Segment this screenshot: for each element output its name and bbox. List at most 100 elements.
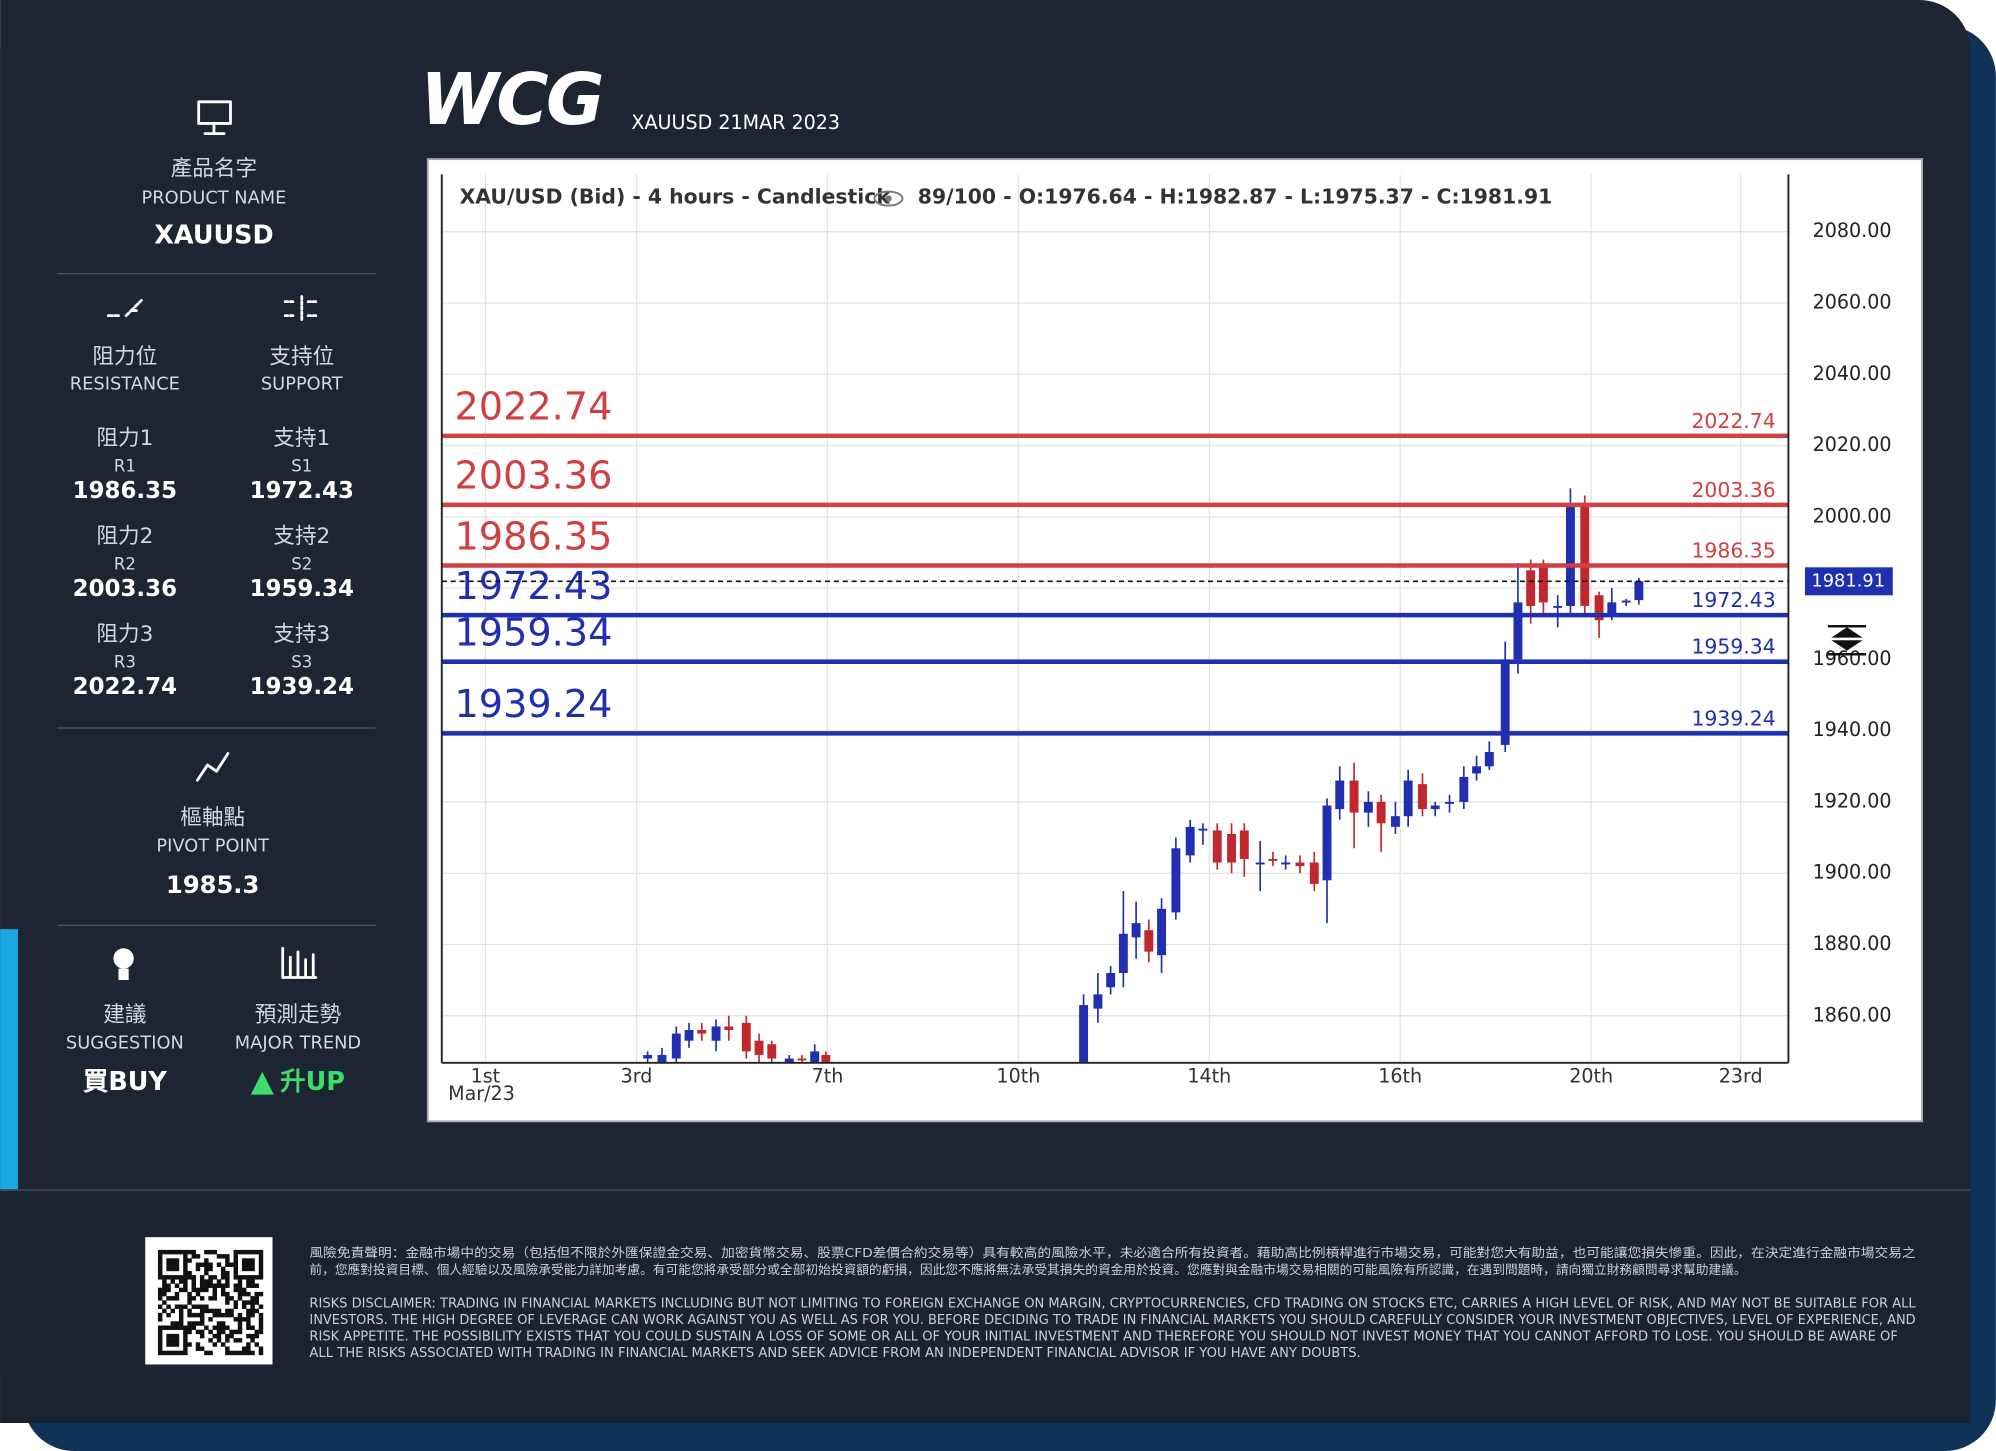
- qr-module: [170, 1342, 176, 1347]
- y-tick-label: 2020.00: [1813, 433, 1892, 456]
- qr-module: [250, 1304, 255, 1309]
- eye-pupil: [885, 195, 892, 202]
- qr-module: [254, 1291, 260, 1297]
- qr-module: [229, 1312, 234, 1318]
- candle-body: [1526, 570, 1536, 606]
- qr-pattern: [157, 1249, 264, 1356]
- qr-module: [187, 1275, 192, 1280]
- qr-module: [258, 1258, 264, 1263]
- qr-module: [250, 1296, 255, 1301]
- candle-body: [1580, 506, 1590, 606]
- candle-body: [1106, 972, 1116, 988]
- qr-module: [225, 1262, 230, 1267]
- qr-module: [212, 1312, 218, 1318]
- qr-module: [187, 1249, 192, 1255]
- support-name: 支持1: [273, 426, 330, 451]
- qr-module: [254, 1329, 260, 1335]
- qr-module: [250, 1275, 255, 1280]
- qr-module: [216, 1308, 222, 1314]
- y-tick-label: 1860.00: [1813, 1003, 1892, 1026]
- qr-module: [208, 1329, 213, 1335]
- qr-module: [237, 1350, 243, 1356]
- qr-module: [170, 1262, 176, 1267]
- qr-module: [237, 1279, 243, 1284]
- qr-module: [233, 1350, 239, 1356]
- qr-module: [166, 1275, 171, 1280]
- qr-module: [250, 1279, 255, 1284]
- qr-module: [166, 1350, 171, 1356]
- candle-body: [754, 1040, 764, 1055]
- qr-module: [174, 1266, 180, 1272]
- qr-module: [212, 1249, 218, 1255]
- candle-body: [1430, 805, 1440, 810]
- qr-module: [166, 1325, 171, 1330]
- candle-body: [1198, 828, 1208, 831]
- qr-module: [212, 1287, 218, 1293]
- footer: [0, 1190, 1971, 1423]
- candle-body: [1594, 595, 1604, 621]
- pivot-icon: [196, 752, 230, 782]
- candle-body: [1295, 862, 1305, 867]
- disclaimer-en: INVESTORS. THE HIGH DEGREE OF LEVERAGE C…: [309, 1313, 1915, 1328]
- qr-module: [246, 1249, 251, 1255]
- resistance-icon: [106, 298, 143, 318]
- qr-module: [258, 1254, 264, 1259]
- qr-module: [187, 1300, 192, 1305]
- qr-module: [233, 1304, 239, 1309]
- qr-module: [250, 1266, 255, 1272]
- product-label-zh: 產品名字: [171, 156, 258, 181]
- logo: WCG: [420, 58, 602, 141]
- qr-module: [246, 1325, 251, 1330]
- qr-module: [183, 1329, 188, 1335]
- x-tick-label: 1st: [471, 1064, 501, 1087]
- qr-module: [241, 1350, 247, 1356]
- qr-module: [183, 1304, 188, 1309]
- qr-module: [246, 1262, 251, 1267]
- qr-module: [157, 1266, 163, 1272]
- qr-module: [250, 1350, 255, 1356]
- qr-module: [216, 1312, 222, 1318]
- product-value: XAUUSD: [154, 221, 273, 251]
- qr-module: [254, 1342, 260, 1347]
- qr-module: [208, 1317, 213, 1322]
- qr-module: [174, 1296, 180, 1301]
- qr-module: [183, 1275, 188, 1280]
- qr-module: [157, 1270, 163, 1276]
- qr-module: [225, 1312, 230, 1318]
- qr-module: [195, 1291, 201, 1297]
- qr-module: [178, 1275, 184, 1280]
- qr-module: [258, 1329, 264, 1335]
- qr-module: [246, 1317, 251, 1322]
- qr-module: [258, 1325, 264, 1330]
- qr-module: [220, 1254, 226, 1259]
- qr-module: [237, 1296, 243, 1301]
- qr-module: [233, 1300, 239, 1305]
- qr-module: [258, 1346, 264, 1351]
- qr-module: [183, 1346, 188, 1351]
- qr-module: [166, 1262, 171, 1267]
- qr-module: [212, 1283, 218, 1288]
- qr-module: [183, 1287, 188, 1293]
- qr-module: [229, 1333, 234, 1339]
- qr-module: [237, 1283, 243, 1288]
- y-axis: 1860.00 1880.00 1900.00 1920.00 1940.00 1960.…: [1813, 167, 1892, 1027]
- qr-module: [241, 1275, 247, 1280]
- qr-module: [216, 1254, 222, 1259]
- qr-module: [162, 1325, 167, 1330]
- qr-module: [191, 1287, 197, 1293]
- candle-body: [1472, 766, 1482, 774]
- candle-body: [1418, 784, 1427, 810]
- qr-module: [195, 1254, 201, 1259]
- qr-module: [170, 1333, 176, 1339]
- qr-module: [216, 1283, 222, 1288]
- qr-module: [258, 1249, 264, 1255]
- y-tick-label: 1880.00: [1813, 932, 1892, 955]
- qr-module: [204, 1262, 209, 1267]
- qr-module: [157, 1304, 163, 1309]
- resistance-value: 2022.74: [73, 674, 177, 700]
- qr-module: [174, 1249, 180, 1255]
- qr-module: [199, 1287, 205, 1293]
- qr-module: [225, 1308, 230, 1314]
- candle-body: [784, 1058, 794, 1063]
- candle-body: [1212, 830, 1222, 863]
